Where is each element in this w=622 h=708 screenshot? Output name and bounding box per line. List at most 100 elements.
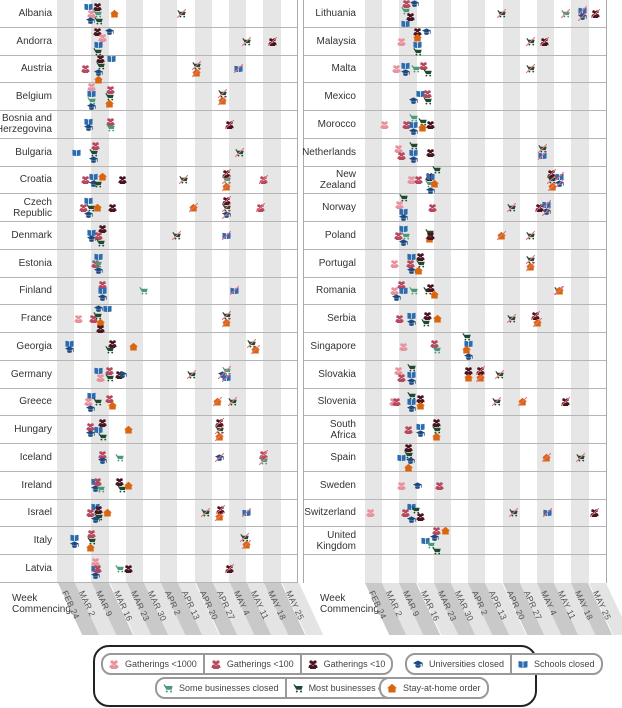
- gatherings-10-icon: [96, 54, 105, 64]
- book-icon: [407, 370, 416, 379]
- house-icon: [188, 203, 198, 213]
- book-icon: [107, 54, 116, 63]
- country-row: New Zealand: [304, 166, 606, 195]
- graduation-cap-icon: [221, 210, 231, 220]
- country-label: South Africa: [329, 418, 356, 441]
- country-row: Croatia: [0, 167, 297, 195]
- graduation-cap-icon: [70, 540, 80, 549]
- gatherings-100-icon: [98, 280, 107, 289]
- book-icon: [399, 224, 408, 233]
- house-icon: [250, 345, 260, 355]
- gatherings-10-icon: [413, 27, 422, 36]
- shopping-cart-icon: [292, 683, 303, 693]
- week-stripe: [537, 0, 555, 583]
- gatherings-10-icon: [225, 119, 234, 129]
- week-stripe: [468, 0, 486, 583]
- country-row: South Africa: [304, 416, 606, 444]
- gatherings-100-icon: [428, 203, 437, 213]
- book-icon: [65, 339, 74, 348]
- book-icon: [397, 453, 406, 462]
- gatherings-10-icon: [98, 418, 107, 428]
- house-icon: [555, 286, 565, 296]
- gatherings-100-icon: [105, 366, 114, 376]
- gatherings-10-icon: [426, 231, 435, 240]
- gatherings-100-icon: [400, 508, 410, 518]
- gatherings-1000-icon: [109, 659, 119, 669]
- house-icon: [97, 172, 107, 181]
- country-row: Italy: [0, 527, 297, 555]
- house-icon: [92, 203, 102, 212]
- gatherings-100-icon: [404, 425, 413, 435]
- shopping-cart-icon: [115, 453, 124, 462]
- week-stripe: [502, 0, 520, 583]
- country-label: Latvia: [25, 562, 52, 574]
- house-icon: [464, 373, 474, 382]
- graduation-cap-icon: [118, 370, 128, 379]
- shopping-cart-icon: [92, 47, 102, 56]
- country-row: Denmark: [0, 222, 297, 250]
- graduation-cap-icon: [413, 659, 423, 669]
- graduation-cap-icon: [409, 96, 419, 105]
- gatherings-100-icon: [79, 203, 88, 213]
- gatherings-100-icon: [87, 529, 96, 539]
- legend-item-g1000: Gatherings <1000: [103, 655, 203, 673]
- country-label: Spain: [330, 451, 356, 463]
- country-label: Bosnia and Herzegovina: [0, 113, 52, 136]
- shopping-cart-icon: [526, 64, 536, 74]
- gatherings-1000-icon: [390, 286, 399, 296]
- shopping-cart-icon: [163, 683, 173, 693]
- country-row: Israel: [0, 500, 297, 528]
- country-label: Hungary: [14, 424, 52, 436]
- graduation-cap-icon: [214, 452, 224, 462]
- x-axis-right: Week Commencing FEB 24 MAR 2 MAR 9 MAR 16 MA…: [304, 583, 622, 635]
- shopping-cart-icon: [221, 310, 231, 320]
- gatherings-10-icon: [423, 311, 432, 320]
- country-row: Spain: [304, 444, 606, 472]
- legend-label: Schools closed: [534, 659, 595, 669]
- shopping-cart-icon: [94, 512, 103, 521]
- graduation-cap-icon: [89, 155, 99, 164]
- week-stripe: [194, 0, 212, 583]
- country-row: Latvia: [0, 555, 297, 583]
- gatherings-1000-icon: [87, 82, 96, 92]
- country-label: Georgia: [16, 340, 52, 352]
- gatherings-1000-icon: [380, 120, 389, 129]
- graduation-cap-icon: [391, 293, 401, 302]
- house-icon: [462, 345, 472, 354]
- house-icon: [102, 508, 112, 518]
- country-label: Netherlands: [302, 146, 356, 158]
- country-label: Malaysia: [316, 35, 356, 47]
- graduation-cap-icon: [83, 210, 93, 219]
- book-icon: [233, 64, 243, 74]
- country-row: Netherlands: [302, 139, 606, 167]
- gatherings-100-icon: [395, 314, 404, 324]
- shopping-cart-icon: [423, 96, 432, 105]
- house-icon: [192, 67, 202, 77]
- shopping-cart-icon: [92, 259, 102, 268]
- gatherings-1000-icon: [399, 342, 408, 351]
- gatherings-10-icon: [225, 563, 234, 573]
- shopping-cart-icon: [242, 36, 252, 46]
- shopping-cart-icon: [411, 64, 420, 74]
- country-row: Austria: [0, 54, 297, 84]
- gatherings-100-icon: [431, 526, 441, 536]
- house-icon: [414, 266, 424, 275]
- shopping-cart-icon: [491, 397, 501, 407]
- shopping-cart-icon: [400, 231, 410, 240]
- legend-group: Gatherings <1000 Gatherings <100 Gatheri…: [101, 653, 394, 675]
- shopping-cart-icon: [221, 203, 231, 213]
- shopping-cart-icon: [507, 203, 517, 213]
- country-label: United Kingdom: [316, 529, 356, 552]
- gatherings-10-icon: [426, 120, 435, 129]
- book-icon: [407, 311, 416, 320]
- country-label: Singapore: [310, 340, 356, 352]
- graduation-cap-icon: [426, 186, 436, 195]
- legend-label: Most businesses closed: [308, 683, 405, 693]
- house-icon: [214, 432, 224, 442]
- shopping-cart-icon: [526, 255, 536, 265]
- country-label: Italy: [33, 535, 52, 547]
- book-icon: [464, 339, 473, 348]
- shopping-cart-icon: [409, 113, 418, 122]
- book-icon: [426, 172, 435, 181]
- book-icon: [555, 172, 565, 182]
